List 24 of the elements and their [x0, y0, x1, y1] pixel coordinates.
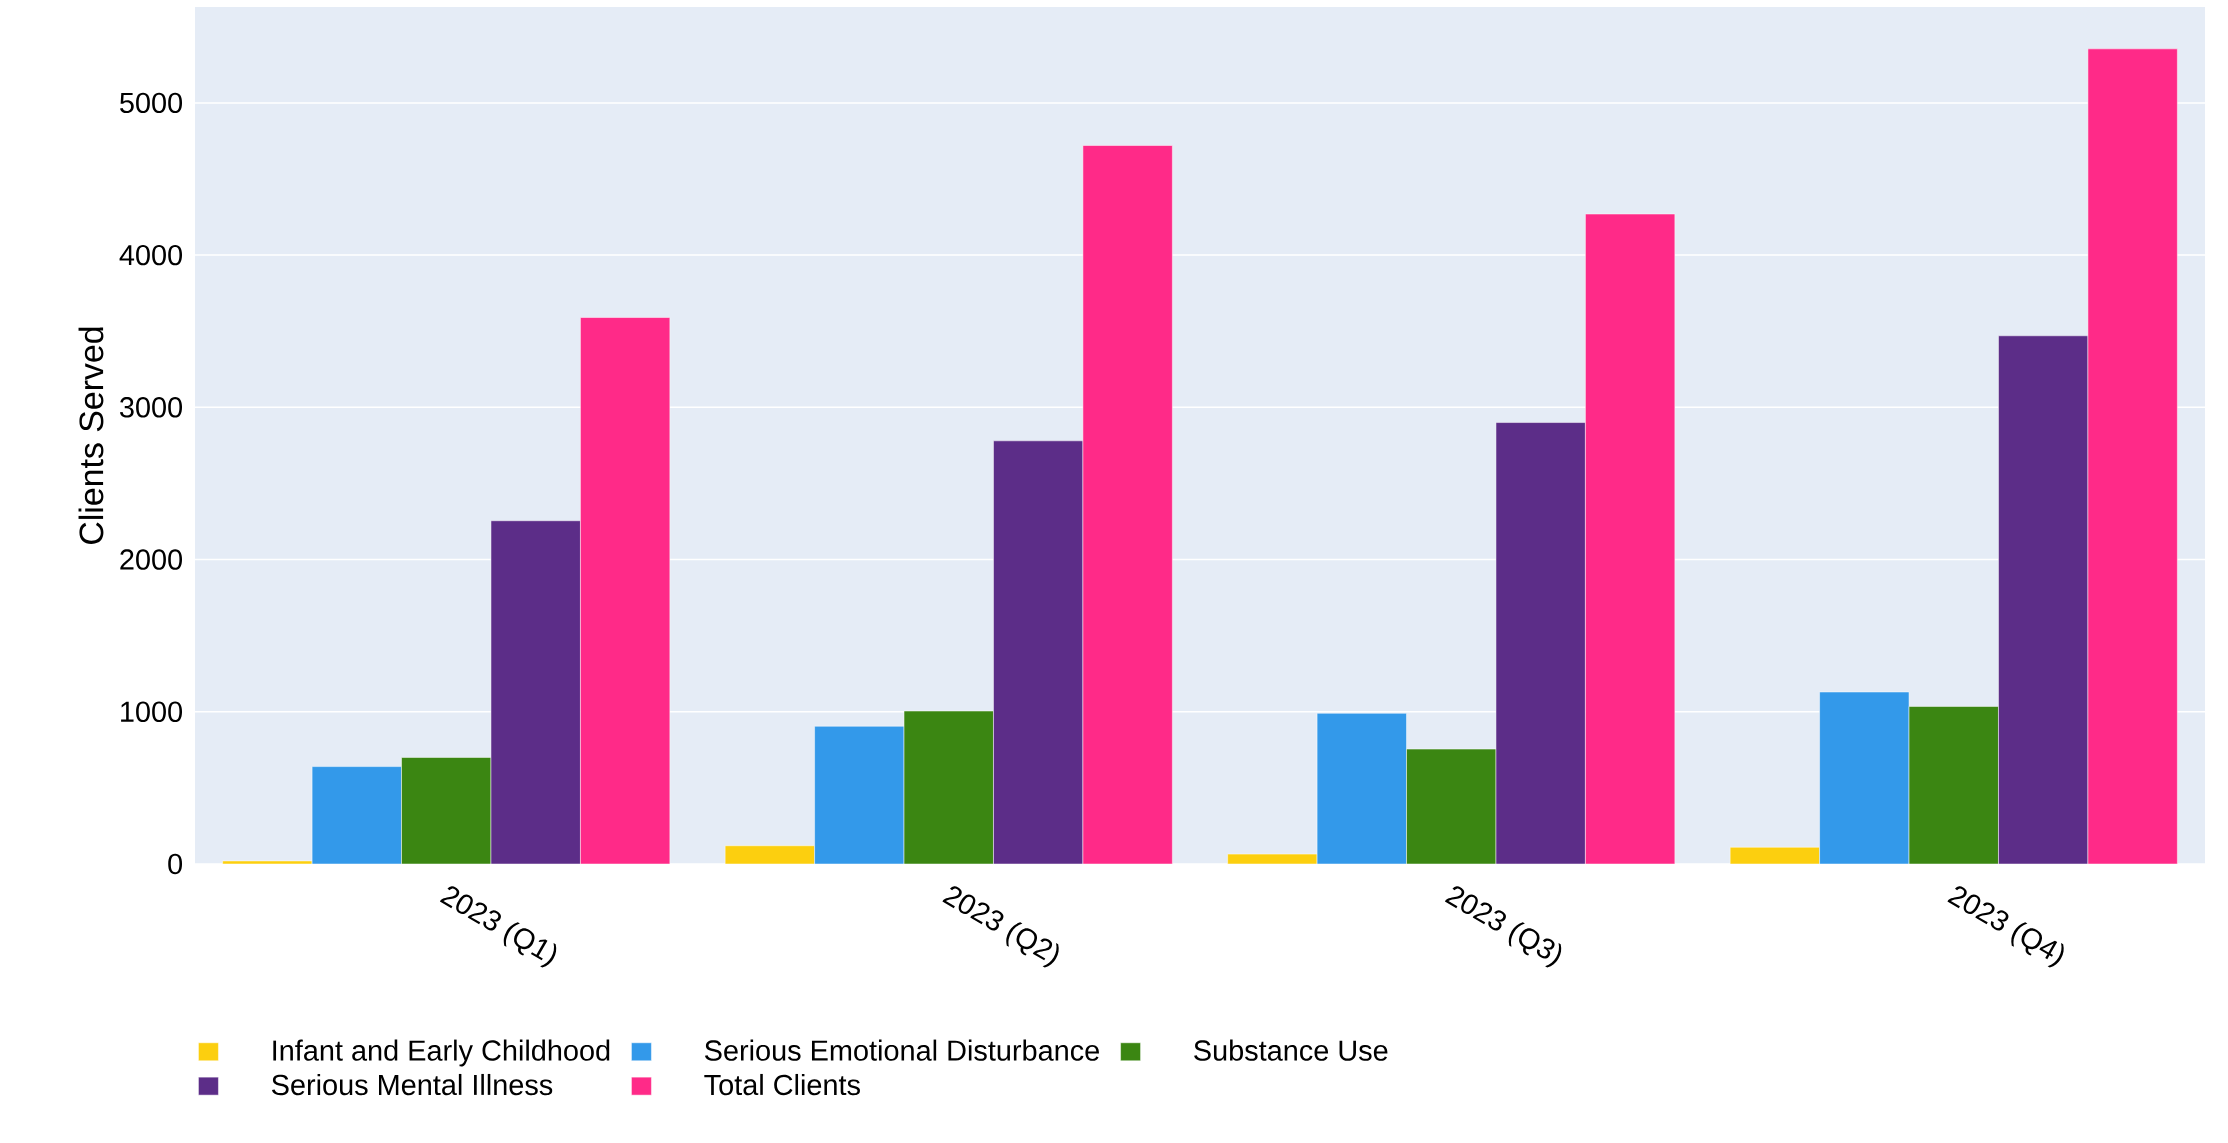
bar — [1495, 422, 1586, 864]
bar — [1316, 713, 1407, 864]
y-tick-label: 2000 — [120, 549, 183, 570]
bar — [1819, 691, 1910, 864]
legend-label: Total Clients — [704, 1073, 860, 1096]
y-tick-label: 5000 — [120, 92, 183, 114]
x-tick-label: 2023 (Q2) — [942, 886, 1059, 968]
y-tick-label: 0 — [168, 853, 183, 875]
x-tick-label: 2023 (Q1) — [439, 886, 557, 968]
y-tick-label: 1000 — [121, 701, 183, 723]
y-axis-title: Clients Served — [78, 327, 104, 544]
y-tick-label: 3000 — [119, 397, 183, 418]
bar — [993, 440, 1084, 864]
legend-label: Serious Emotional Disturbance — [704, 1039, 1099, 1061]
x-tick-label: 2023 (Q4) — [1947, 886, 2064, 968]
bar — [311, 766, 402, 864]
legend-label: Serious Mental Illness — [271, 1073, 553, 1096]
x-tick-label: 2023 (Q3) — [1444, 886, 1562, 968]
legend-label: Infant and Early Childhood — [273, 1039, 610, 1067]
y-tick-label: 4000 — [119, 244, 183, 266]
legend-label: Substance Use — [1194, 1039, 1388, 1061]
bar — [1998, 335, 2089, 864]
bar — [490, 520, 581, 864]
bar — [814, 725, 905, 864]
